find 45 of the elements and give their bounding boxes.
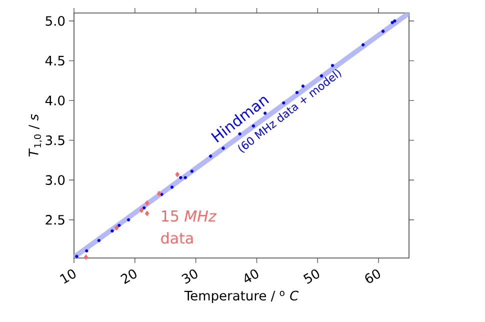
point bbox=[142, 206, 146, 210]
y-tick-label: 3.5 bbox=[46, 135, 64, 146]
point bbox=[110, 229, 114, 233]
point bbox=[390, 20, 394, 24]
point bbox=[361, 43, 365, 46]
y-tick-label: 3.0 bbox=[46, 175, 65, 185]
point bbox=[84, 254, 88, 260]
point bbox=[97, 238, 101, 242]
point bbox=[75, 254, 78, 258]
point bbox=[144, 200, 150, 206]
y-tick-label: 4.0 bbox=[45, 96, 65, 106]
point bbox=[393, 19, 396, 23]
point bbox=[179, 176, 182, 180]
x-axis-title: Temperature / $^{o}$ C bbox=[184, 290, 299, 304]
x-tick-label: 20 bbox=[120, 269, 136, 284]
point bbox=[85, 249, 88, 252]
point bbox=[295, 90, 299, 94]
point bbox=[118, 224, 121, 227]
point bbox=[139, 207, 144, 214]
y-tick-label: 2.5 bbox=[46, 214, 64, 225]
point bbox=[175, 172, 180, 178]
y-tick-label: 4.5 bbox=[45, 56, 64, 66]
point bbox=[190, 170, 194, 173]
point bbox=[126, 218, 130, 222]
x-tick-label: 10 bbox=[60, 269, 76, 284]
point bbox=[208, 154, 212, 158]
point bbox=[301, 84, 305, 88]
point bbox=[184, 176, 187, 180]
annotation: data bbox=[161, 232, 193, 244]
point bbox=[114, 224, 119, 231]
y-tick-label: 5.0 bbox=[46, 16, 65, 26]
x-tick-label: 60 bbox=[365, 269, 380, 283]
y-axis-title: T$_{1,0}$ / s bbox=[28, 114, 42, 157]
point bbox=[144, 210, 150, 216]
x-tick-label: 50 bbox=[303, 269, 320, 284]
x-tick-label: 30 bbox=[182, 269, 198, 284]
point bbox=[170, 186, 174, 189]
point bbox=[330, 64, 334, 68]
point bbox=[222, 146, 225, 150]
x-tick-label: 40 bbox=[244, 269, 258, 282]
point bbox=[156, 190, 162, 196]
point bbox=[381, 30, 385, 33]
annotation: 15 MHz bbox=[162, 210, 217, 222]
point bbox=[160, 192, 164, 196]
point bbox=[282, 101, 286, 104]
